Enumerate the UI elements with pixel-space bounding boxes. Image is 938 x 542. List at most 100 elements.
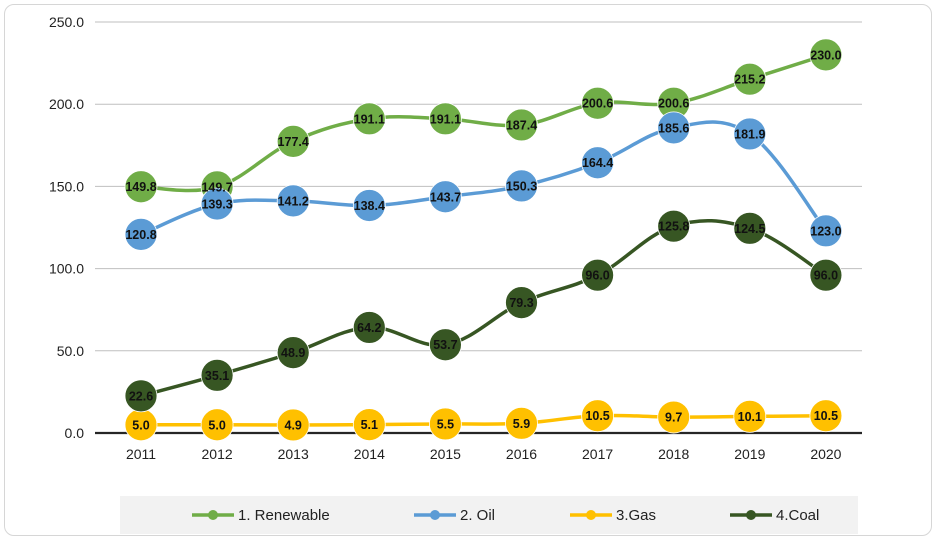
- series-markers: [124, 38, 843, 442]
- data-labels: 149.8 149.7 177.4 191.1 191.1 187.4 200.6 200.6…: [125, 48, 841, 432]
- y-tick-label: 0.0: [65, 425, 85, 441]
- data-label-2-oil: 181.9: [734, 127, 765, 141]
- data-point-2-oil: [733, 117, 767, 151]
- data-point-3-gas: [657, 400, 691, 434]
- data-label-1-renewable: 200.6: [658, 97, 689, 111]
- data-label-1-renewable: 177.4: [278, 135, 309, 149]
- x-tick-label: 2012: [202, 446, 233, 462]
- data-point-2-oil: [505, 169, 538, 203]
- series-line-1-renewable: [139, 53, 828, 193]
- data-label-2-oil: 143.7: [430, 190, 461, 204]
- data-label-2-oil: 139.3: [201, 197, 232, 211]
- data-point-3-gas: [276, 408, 310, 442]
- data-label-3-gas: 10.5: [585, 409, 609, 423]
- data-point-4-coal: [200, 358, 234, 392]
- data-point-4-coal: [657, 209, 691, 243]
- legend-marker: [586, 510, 596, 520]
- data-point-4-coal: [809, 258, 843, 292]
- legend-item-3-gas: 3.Gas: [570, 507, 656, 524]
- data-point-3-gas: [200, 408, 234, 442]
- legend-label: 2. Oil: [460, 507, 495, 524]
- series-line-2-oil: [139, 120, 828, 237]
- data-point-3-gas: [352, 408, 386, 442]
- data-label-2-oil: 185.6: [658, 121, 689, 135]
- x-tick-label: 2017: [582, 446, 613, 462]
- legend-item-2-oil: 2. Oil: [414, 507, 495, 524]
- data-point-3-gas: [428, 407, 462, 441]
- y-tick-label: 250.0: [49, 14, 84, 30]
- data-label-2-oil: 150.3: [506, 179, 537, 193]
- legend-marker: [430, 510, 440, 520]
- legend-label: 3.Gas: [616, 507, 656, 524]
- data-label-4-coal: 96.0: [585, 269, 609, 283]
- legend-label: 4.Coal: [776, 507, 819, 524]
- data-point-4-coal: [124, 379, 158, 413]
- data-label-2-oil: 141.2: [278, 194, 309, 208]
- legend-label: 1. Renewable: [238, 507, 330, 524]
- data-label-4-coal: 79.3: [509, 296, 533, 310]
- data-point-1-renewable: [428, 102, 462, 136]
- data-label-1-renewable: 215.2: [734, 73, 765, 87]
- data-label-4-coal: 96.0: [814, 269, 838, 283]
- x-axis: 2011 2012 2013 2014 2015 2016 2017 2018 2019 2020: [95, 431, 862, 462]
- data-label-3-gas: 4.9: [285, 418, 302, 432]
- y-tick-label: 200.0: [49, 96, 84, 112]
- data-point-4-coal: [581, 258, 614, 292]
- data-point-2-oil: [657, 111, 691, 145]
- data-point-1-renewable: [124, 170, 158, 204]
- y-tick-label: 100.0: [49, 261, 84, 277]
- data-label-1-renewable: 149.8: [125, 180, 156, 194]
- legend-marker: [746, 510, 756, 520]
- data-point-1-renewable: [505, 108, 538, 142]
- data-point-2-oil: [200, 187, 234, 221]
- x-tick-label: 2019: [734, 446, 765, 462]
- data-point-1-renewable: [733, 62, 767, 96]
- data-point-3-gas: [505, 406, 538, 440]
- x-tick-label: 2013: [278, 446, 309, 462]
- x-tick-label: 2016: [506, 446, 537, 462]
- legend-marker: [208, 510, 218, 520]
- legend: 1. Renewable 2. Oil 3.Gas 4.Coal: [120, 496, 858, 534]
- data-label-1-renewable: 191.1: [354, 112, 385, 126]
- data-label-1-renewable: 149.7: [201, 180, 232, 194]
- x-tick-label: 2014: [354, 446, 385, 462]
- data-label-2-oil: 123.0: [810, 224, 841, 238]
- data-point-1-renewable: [809, 38, 843, 72]
- data-label-3-gas: 5.0: [132, 418, 149, 432]
- y-tick-label: 50.0: [57, 343, 84, 359]
- legend-item-1-renewable: 1. Renewable: [192, 507, 330, 524]
- data-point-2-oil: [352, 189, 386, 222]
- data-point-2-oil: [124, 218, 158, 251]
- data-point-1-renewable: [581, 86, 614, 120]
- data-label-2-oil: 138.4: [354, 199, 385, 213]
- legend-item-4-coal: 4.Coal: [730, 507, 819, 524]
- data-point-2-oil: [276, 184, 310, 218]
- data-label-3-gas: 5.1: [361, 418, 378, 432]
- data-label-4-coal: 125.8: [658, 220, 689, 234]
- data-point-4-coal: [733, 211, 767, 245]
- data-label-4-coal: 35.1: [205, 369, 229, 383]
- y-axis: 0.0 50.0 100.0 150.0 200.0 250.0: [49, 14, 84, 441]
- data-point-3-gas: [733, 399, 767, 433]
- x-tick-label: 2018: [658, 446, 689, 462]
- data-point-4-coal: [352, 311, 386, 344]
- data-point-3-gas: [809, 399, 843, 433]
- series-line-3-gas: [139, 413, 828, 427]
- data-point-4-coal: [505, 286, 538, 320]
- series-lines: [139, 53, 828, 427]
- data-label-4-coal: 64.2: [357, 321, 381, 335]
- data-label-4-coal: 53.7: [433, 338, 457, 352]
- chart-frame: [4, 4, 932, 536]
- data-label-1-renewable: 191.1: [430, 112, 461, 126]
- series-line-4-coal: [139, 218, 828, 398]
- data-point-3-gas: [581, 399, 614, 433]
- data-label-4-coal: 48.9: [281, 346, 305, 360]
- data-label-1-renewable: 200.6: [582, 97, 613, 111]
- data-label-1-renewable: 230.0: [810, 48, 841, 62]
- x-tick-label: 2015: [430, 446, 461, 462]
- data-label-2-oil: 120.8: [125, 228, 156, 242]
- data-label-3-gas: 10.5: [814, 409, 838, 423]
- data-label-4-coal: 22.6: [129, 389, 153, 403]
- data-label-3-gas: 5.5: [437, 417, 454, 431]
